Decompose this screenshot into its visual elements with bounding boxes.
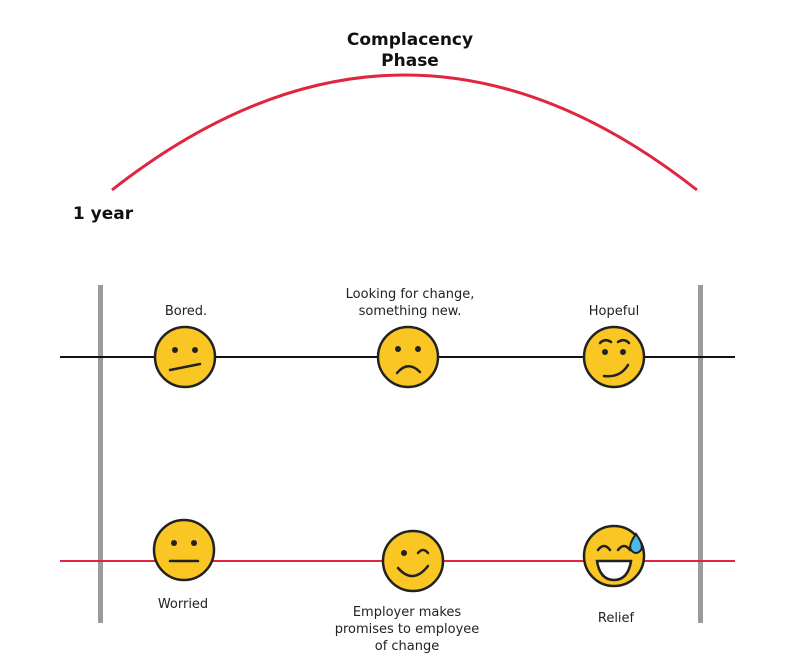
bored-face [153, 325, 217, 389]
phase-arc [111, 73, 698, 192]
emotion-label: Relief [598, 611, 635, 626]
hopeful-face [582, 325, 646, 389]
period-label: 1 year [73, 204, 134, 224]
emotion-label: promises to employee [335, 622, 480, 637]
title-line: Complacency [347, 30, 473, 50]
emotion-label: Looking for change, [346, 287, 475, 302]
emotion-label: Hopeful [589, 304, 639, 319]
emotion-label: Employer makes [353, 605, 462, 620]
emotion-label: Worried [158, 597, 208, 612]
wink-face [381, 529, 445, 593]
confused-face [376, 325, 440, 389]
emotion-label: of change [375, 639, 440, 654]
emotion-label: something new. [359, 304, 462, 319]
title-line: Phase [381, 51, 439, 71]
worried-face [152, 518, 216, 582]
boundary-bar [698, 285, 703, 623]
emotion-label: Bored. [165, 304, 207, 319]
boundary-bar [98, 285, 103, 623]
relief-face [582, 524, 646, 588]
